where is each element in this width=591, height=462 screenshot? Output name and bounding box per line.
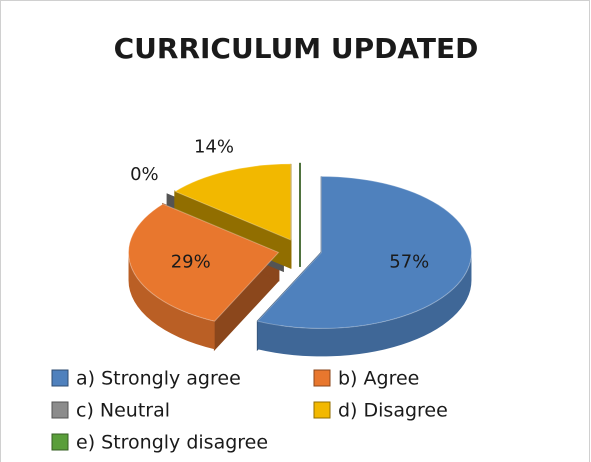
legend-swatch bbox=[313, 369, 331, 387]
data-label: 57% bbox=[389, 251, 429, 272]
slice bbox=[256, 175, 472, 329]
legend-swatch bbox=[313, 401, 331, 419]
data-label: 0% bbox=[130, 164, 159, 185]
slice bbox=[173, 163, 292, 241]
data-label: 14% bbox=[194, 136, 234, 157]
legend-label: a) Strongly agree bbox=[76, 368, 241, 390]
legend-swatch bbox=[51, 433, 69, 451]
legend-label: e) Strongly disagree bbox=[76, 432, 268, 454]
legend-label: c) Neutral bbox=[76, 400, 170, 422]
chart-title: CURRICULUM UPDATED bbox=[114, 32, 479, 65]
legend-swatch bbox=[51, 369, 69, 387]
slice-side bbox=[128, 252, 215, 350]
slice bbox=[128, 203, 280, 322]
data-label: 29% bbox=[171, 251, 211, 272]
legend-label: d) Disagree bbox=[338, 400, 448, 422]
legend-label: b) Agree bbox=[338, 368, 419, 390]
slice-side bbox=[257, 252, 472, 357]
legend-swatch bbox=[51, 401, 69, 419]
